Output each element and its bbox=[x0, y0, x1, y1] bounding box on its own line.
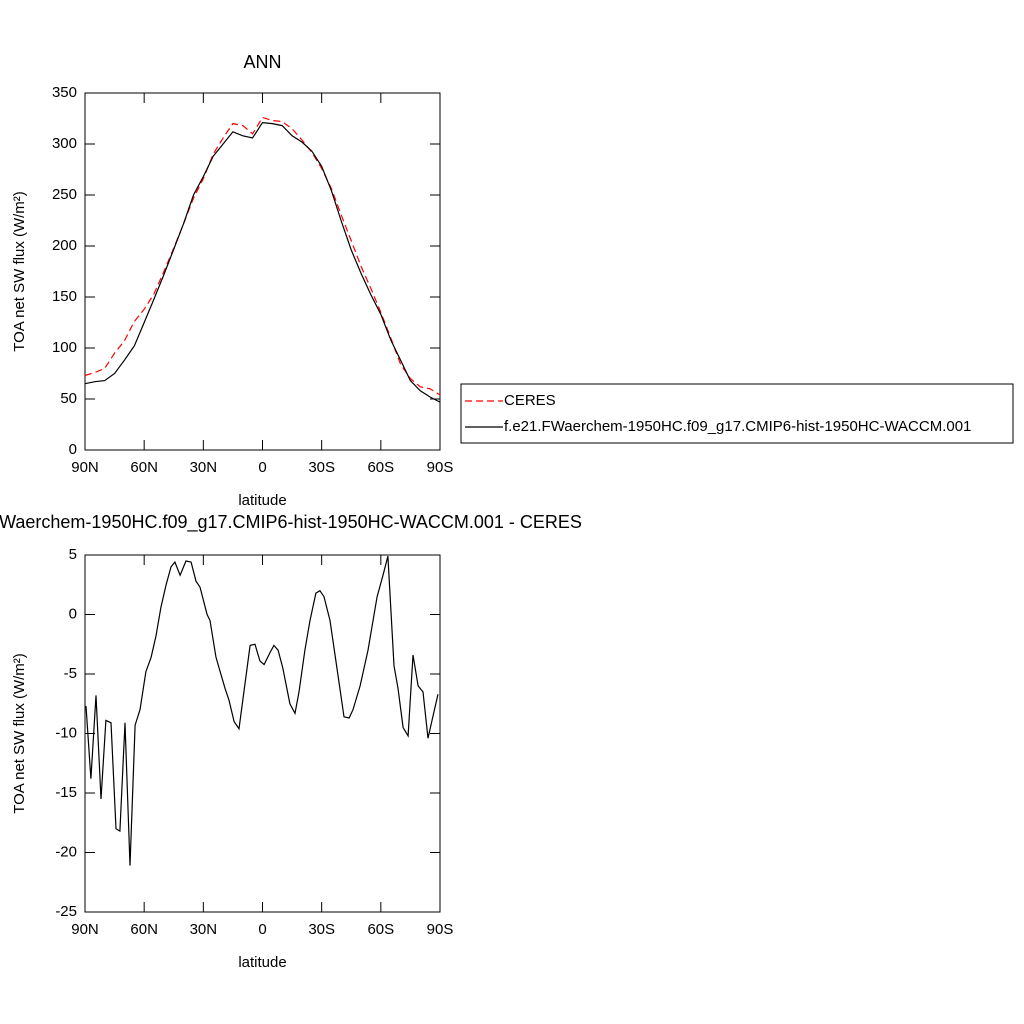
chart-title: ANN bbox=[243, 52, 281, 72]
plot-frame bbox=[84, 554, 441, 913]
x-tick-label: 30N bbox=[190, 459, 218, 476]
x-tick-label: 90N bbox=[71, 921, 99, 938]
y-tick-label: -20 bbox=[55, 843, 77, 860]
y-tick-label: 250 bbox=[52, 186, 77, 203]
y-tick-label: 5 bbox=[69, 546, 77, 563]
legend-box bbox=[460, 383, 1014, 444]
y-axis-label: TOA net SW flux (W/m²) bbox=[11, 191, 28, 352]
y-tick-label: 0 bbox=[69, 441, 77, 458]
y-tick-label: 0 bbox=[69, 605, 77, 622]
x-tick-label: 90S bbox=[427, 459, 454, 476]
x-axis-label: latitude bbox=[238, 954, 286, 971]
y-axis-label: TOA net SW flux (W/m²) bbox=[11, 653, 28, 814]
x-tick-label: 60N bbox=[130, 921, 158, 938]
y-tick-label: 350 bbox=[52, 84, 77, 101]
y-tick-label: -5 bbox=[64, 665, 77, 682]
y-tick-label: 150 bbox=[52, 288, 77, 305]
x-tick-label: 30S bbox=[308, 459, 335, 476]
data-line bbox=[85, 556, 439, 866]
data-line bbox=[84, 121, 441, 403]
y-tick-label: 200 bbox=[52, 237, 77, 254]
legend-label: f.e21.FWaerchem-1950HC.f09_g17.CMIP6-his… bbox=[504, 418, 971, 435]
x-tick-label: 60S bbox=[367, 921, 394, 938]
y-tick-label: -10 bbox=[55, 724, 77, 741]
x-tick-label: 60N bbox=[130, 459, 158, 476]
x-tick-label: 30N bbox=[190, 921, 218, 938]
x-tick-label: 0 bbox=[258, 459, 266, 476]
y-tick-label: 100 bbox=[52, 339, 77, 356]
y-tick-label: -15 bbox=[55, 784, 77, 801]
x-tick-label: 30S bbox=[308, 921, 335, 938]
y-tick-label: -25 bbox=[55, 903, 77, 920]
x-tick-label: 0 bbox=[258, 921, 266, 938]
y-tick-label: 50 bbox=[60, 390, 77, 407]
x-tick-label: 60S bbox=[367, 459, 394, 476]
y-tick-label: 300 bbox=[52, 135, 77, 152]
plot-frame bbox=[84, 92, 441, 451]
x-axis-label: latitude bbox=[238, 492, 286, 509]
legend-label: CERES bbox=[504, 392, 556, 409]
x-tick-label: 90N bbox=[71, 459, 99, 476]
x-tick-label: 90S bbox=[427, 921, 454, 938]
data-line bbox=[84, 116, 441, 396]
chart-title: f.e21.FWaerchem-1950HC.f09_g17.CMIP6-his… bbox=[0, 512, 582, 533]
